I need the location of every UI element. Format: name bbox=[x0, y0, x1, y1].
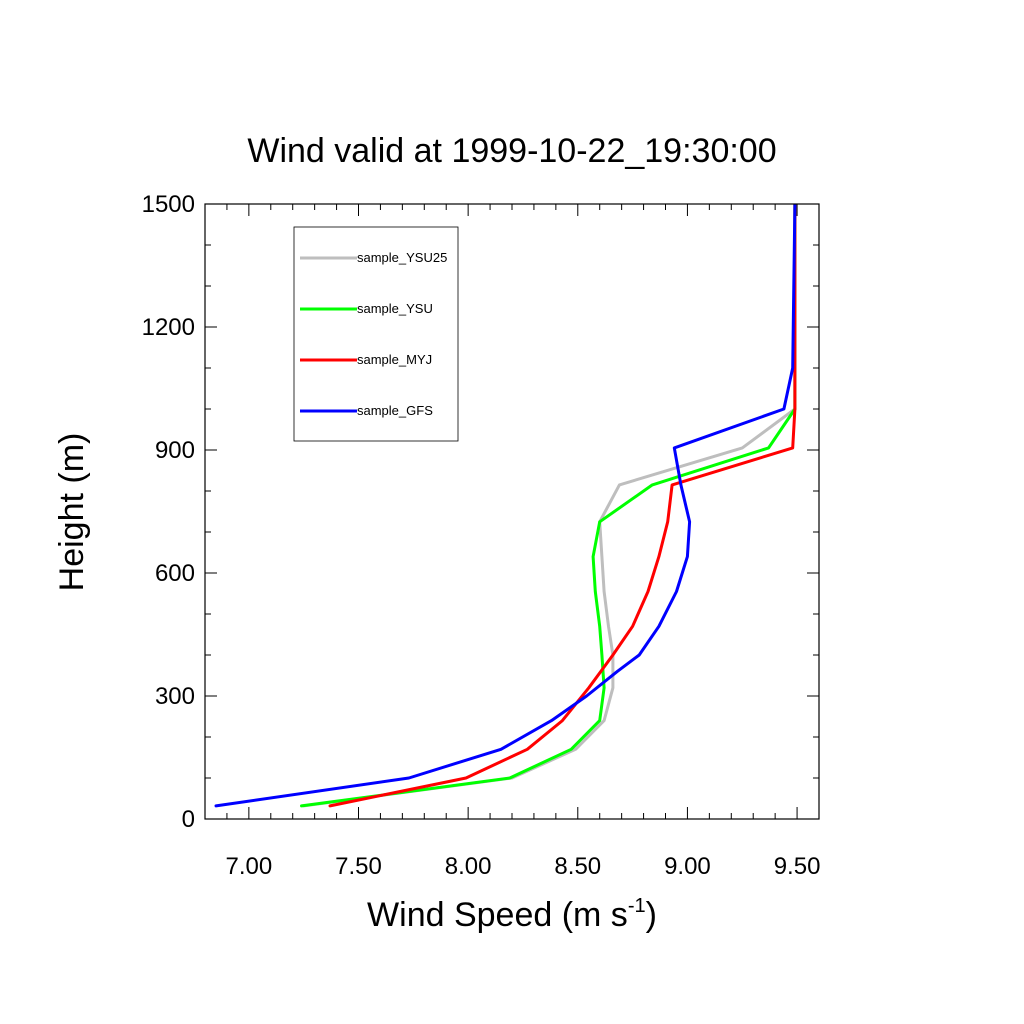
series-line-sample_GFS bbox=[214, 204, 797, 808]
x-axis-label-main: Wind Speed (m s bbox=[367, 896, 628, 934]
x-tick-label: 8.50 bbox=[554, 853, 601, 880]
y-tick-label: 900 bbox=[155, 437, 195, 464]
x-tick-label: 9.50 bbox=[774, 853, 821, 880]
series-line-sample_YSU25 bbox=[302, 204, 797, 808]
x-axis-label-superscript: -1 bbox=[628, 895, 646, 917]
legend-label: sample_MYJ bbox=[357, 352, 432, 367]
y-tick-label: 1200 bbox=[142, 314, 195, 341]
y-tick-label: 600 bbox=[155, 560, 195, 587]
y-tick-label: 0 bbox=[182, 806, 195, 833]
series-lines bbox=[214, 204, 797, 808]
y-axis-label: Height (m) bbox=[53, 433, 91, 592]
series-line-sample_YSU bbox=[300, 204, 797, 808]
chart-title: Wind valid at 1999-10-22_19:30:00 bbox=[247, 132, 776, 170]
x-tick-label: 8.00 bbox=[445, 853, 492, 880]
y-tick-label: 1500 bbox=[142, 191, 195, 218]
legend-box bbox=[293, 226, 459, 442]
legend-label: sample_YSU25 bbox=[357, 250, 447, 265]
plot-frame bbox=[204, 203, 820, 820]
series-line-sample_MYJ bbox=[328, 204, 797, 808]
x-axis-label: Wind Speed (m s-1) bbox=[367, 895, 657, 934]
axis-tick-labels: 0 300 600 900 1200 1500 7.00 7.50 8.00 8.50 9.00 9.… bbox=[142, 191, 821, 880]
x-tick-label: 9.00 bbox=[664, 853, 711, 880]
legend-label: sample_YSU bbox=[357, 301, 433, 316]
x-axis-label-suffix: ) bbox=[646, 896, 657, 934]
y-tick-label: 300 bbox=[155, 683, 195, 710]
legend-label: sample_GFS bbox=[357, 403, 433, 418]
x-tick-label: 7.50 bbox=[335, 853, 382, 880]
x-tick-label: 7.00 bbox=[225, 853, 272, 880]
legend: sample_YSU25 sample_YSU sample_MYJ sample_G… bbox=[293, 226, 459, 442]
